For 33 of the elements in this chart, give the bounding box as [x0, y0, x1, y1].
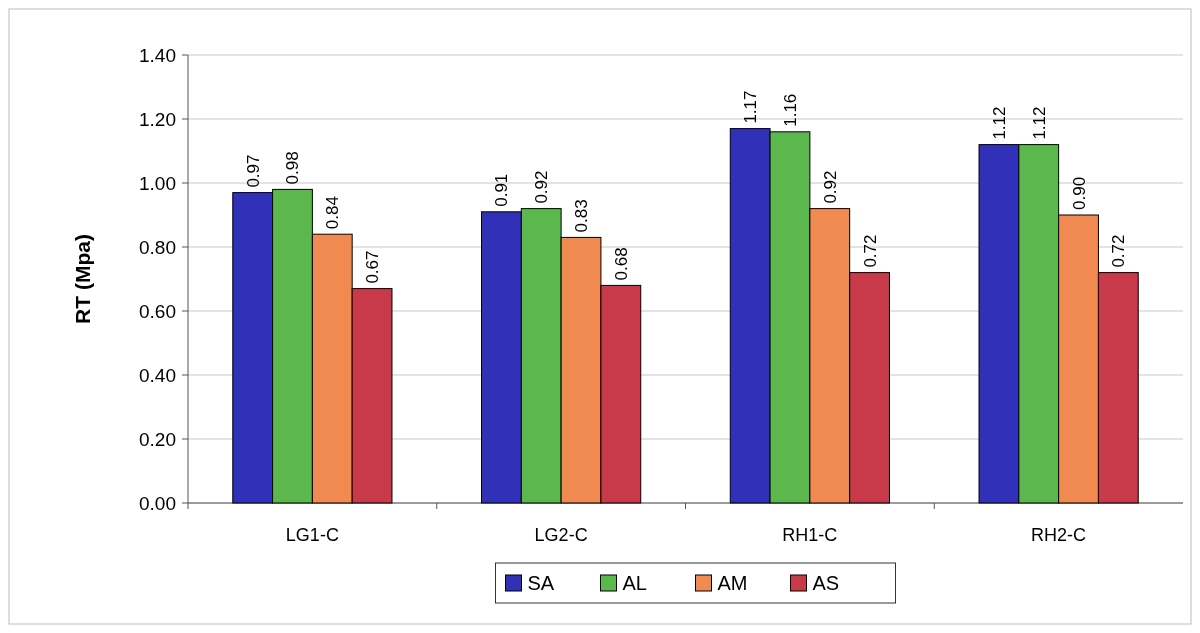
x-tick-label: RH2-C [1031, 525, 1087, 545]
data-label: 0.67 [363, 250, 383, 284]
data-label: 1.17 [741, 90, 761, 124]
legend-label: SA [527, 572, 555, 594]
x-tick-label: LG1-C [285, 525, 339, 545]
legend-label: AL [622, 572, 647, 594]
legend-label: AS [812, 572, 840, 594]
y-tick-label: 0.80 [139, 236, 176, 258]
x-tick-label: LG2-C [534, 525, 588, 545]
y-tick-label: 0.40 [139, 364, 176, 386]
y-tick-label: 1.20 [139, 108, 176, 130]
data-label: 0.72 [1109, 234, 1129, 268]
y-tick-label: 0.60 [139, 300, 176, 322]
y-tick-label: 0.00 [139, 492, 176, 514]
data-label: 0.91 [492, 173, 512, 207]
data-label: 0.83 [572, 199, 592, 233]
data-label: 0.92 [820, 170, 840, 204]
data-label: 1.12 [989, 106, 1009, 140]
y-tick-label: 0.20 [139, 428, 176, 450]
data-label: 0.97 [243, 154, 263, 188]
y-tick-label: 1.00 [139, 172, 176, 194]
data-label: 0.84 [323, 196, 343, 230]
data-label: 1.12 [1029, 106, 1049, 140]
data-label: 0.68 [611, 247, 631, 281]
data-label: 0.92 [532, 170, 552, 204]
data-label: 0.72 [860, 234, 880, 268]
y-axis-title: RT (Mpa) [71, 234, 94, 324]
y-tick-label: 1.40 [139, 44, 176, 66]
data-label: 1.16 [780, 93, 800, 127]
data-label: 0.90 [1069, 176, 1089, 210]
legend-label: AM [717, 572, 748, 594]
data-label: 0.98 [283, 151, 303, 185]
x-tick-label: RH1-C [782, 525, 838, 545]
